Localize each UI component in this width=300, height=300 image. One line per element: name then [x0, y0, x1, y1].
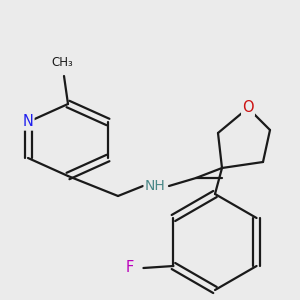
Text: NH: NH: [145, 179, 165, 193]
Text: CH₃: CH₃: [51, 56, 73, 68]
Text: F: F: [125, 260, 134, 275]
Text: N: N: [22, 115, 33, 130]
Text: O: O: [242, 100, 254, 116]
